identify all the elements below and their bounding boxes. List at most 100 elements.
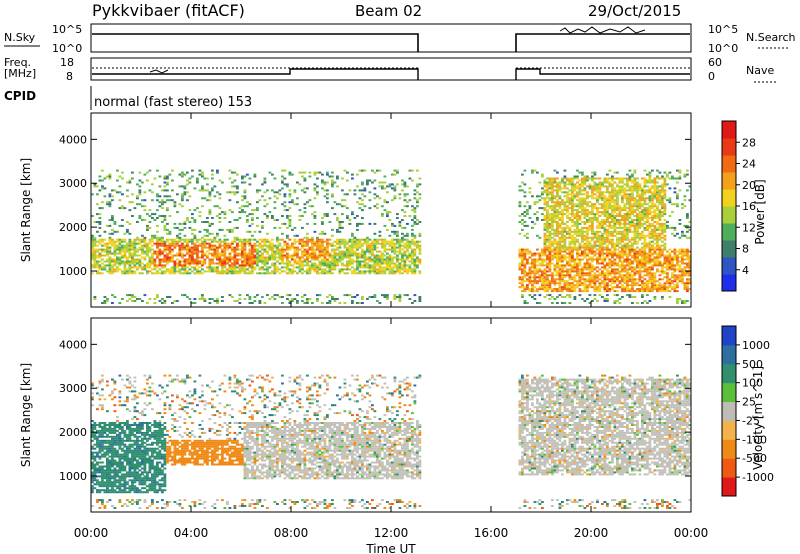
heatmap-cell [586, 205, 589, 207]
heatmap-cell [396, 247, 399, 249]
heatmap-cell [641, 294, 644, 296]
heatmap-cell [584, 207, 587, 209]
heatmap-cell [194, 261, 197, 263]
heatmap-cell [236, 249, 239, 251]
heatmap-cell [264, 241, 267, 243]
heatmap-cell [381, 294, 384, 296]
heatmap-cell [594, 290, 597, 292]
heatmap-cell [626, 272, 629, 274]
heatmap-cell [384, 245, 387, 247]
heatmap-cell [251, 302, 254, 304]
heatmap-cell [601, 182, 604, 184]
heatmap-cell [544, 282, 547, 284]
heatmap-cell [576, 199, 579, 201]
heatmap-cell [381, 245, 384, 247]
heatmap-cell [536, 264, 539, 266]
heatmap-cell [359, 243, 362, 245]
heatmap-cell [611, 207, 614, 209]
heatmap-cell [316, 249, 319, 251]
heatmap-cell [226, 270, 229, 272]
heatmap-cell [551, 249, 554, 251]
heatmap-cell [524, 221, 527, 223]
heatmap-cell [109, 195, 112, 197]
heatmap-cell [551, 237, 554, 239]
heatmap-cell [341, 243, 344, 245]
heatmap-cell [286, 217, 289, 219]
heatmap-cell [529, 266, 532, 268]
heatmap-cell [401, 237, 404, 239]
heatmap-cell [616, 253, 619, 255]
heatmap-cell [244, 241, 247, 243]
heatmap-cell [574, 193, 577, 195]
heatmap-cell [141, 253, 144, 255]
heatmap-cell [549, 207, 552, 209]
heatmap-cell [631, 288, 634, 290]
heatmap-cell [626, 249, 629, 251]
heatmap-cell [611, 209, 614, 211]
heatmap-cell [524, 280, 527, 282]
heatmap-cell [634, 272, 637, 274]
heatmap-cell [606, 187, 609, 189]
heatmap-cell [394, 243, 397, 245]
heatmap-cell [649, 266, 652, 268]
heatmap-cell [274, 207, 277, 209]
heatmap-cell [196, 180, 199, 182]
heatmap-cell [309, 264, 312, 266]
heatmap-cell [104, 302, 107, 304]
heatmap-cell [376, 195, 379, 197]
heatmap-cell [584, 235, 587, 237]
heatmap-cell [589, 280, 592, 282]
heatmap-cell [101, 266, 104, 268]
heatmap-cell [401, 227, 404, 229]
heatmap-cell [591, 286, 594, 288]
heatmap-cell [646, 182, 649, 184]
heatmap-cell [354, 268, 357, 270]
heatmap-cell [331, 207, 334, 209]
heatmap-cell [159, 201, 162, 203]
heatmap-cell [551, 201, 554, 203]
heatmap-cell [354, 239, 357, 241]
heatmap-cell [269, 266, 272, 268]
heatmap-cell [261, 249, 264, 251]
heatmap-cell [646, 215, 649, 217]
heatmap-cell [144, 253, 147, 255]
heatmap-cell [169, 174, 172, 176]
heatmap-cell [369, 264, 372, 266]
heatmap-cell [111, 253, 114, 255]
heatmap-cell [189, 247, 192, 249]
heatmap-cell [624, 278, 627, 280]
heatmap-cell [181, 264, 184, 266]
heatmap-cell [596, 280, 599, 282]
heatmap-cell [546, 211, 549, 213]
heatmap-cell [411, 263, 414, 265]
heatmap-cell [249, 296, 252, 298]
heatmap-cell [361, 255, 364, 257]
heatmap-cell [544, 183, 547, 185]
heatmap-cell [124, 241, 127, 243]
heatmap-cell [624, 268, 627, 270]
heatmap-cell [361, 245, 364, 247]
heatmap-cell [559, 266, 562, 268]
heatmap-cell [324, 213, 327, 215]
heatmap-cell [626, 199, 629, 201]
heatmap-cell [351, 296, 354, 298]
heatmap-cell [536, 290, 539, 292]
heatmap-cell [371, 270, 374, 272]
heatmap-cell [619, 266, 622, 268]
heatmap-cell [591, 261, 594, 263]
heatmap-cell [556, 191, 559, 193]
heatmap-cell [191, 266, 194, 268]
heatmap-cell [234, 272, 237, 274]
heatmap-cell [256, 249, 259, 251]
heatmap-cell [186, 243, 189, 245]
heatmap-cell [131, 266, 134, 268]
heatmap-cell [581, 298, 584, 300]
heatmap-cell [649, 274, 652, 276]
heatmap-cell [641, 203, 644, 205]
heatmap-cell [326, 253, 329, 255]
heatmap-cell [339, 245, 342, 247]
heatmap-cell [286, 249, 289, 251]
heatmap-cell [541, 274, 544, 276]
heatmap-cell [96, 241, 99, 243]
heatmap-cell [261, 241, 264, 243]
